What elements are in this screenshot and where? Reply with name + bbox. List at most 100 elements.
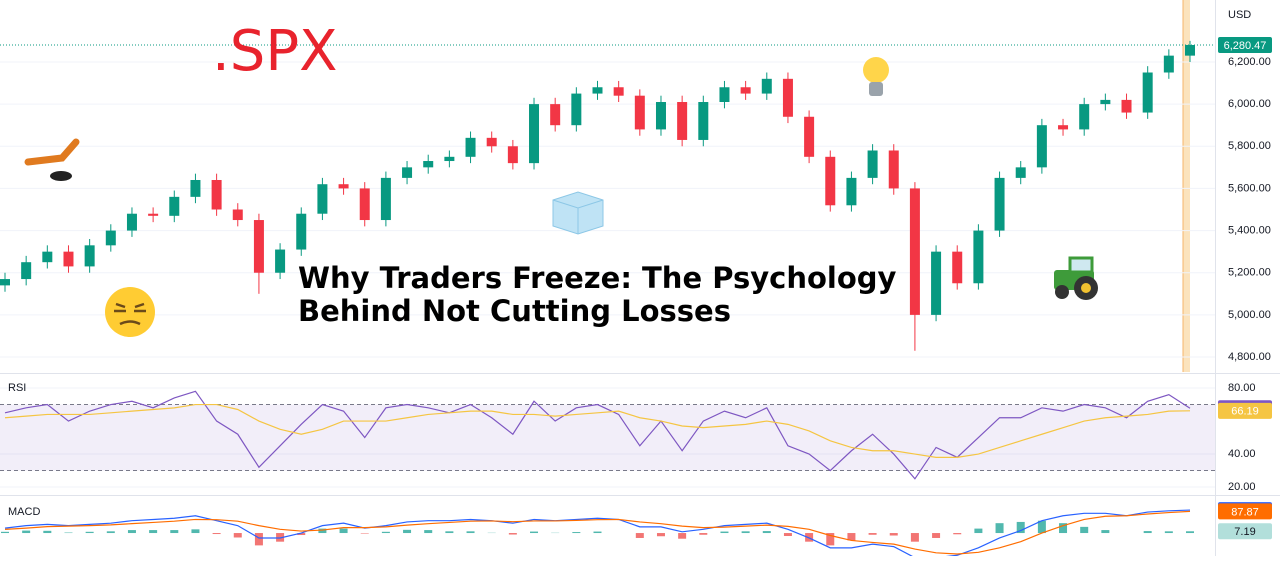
candle-body	[85, 245, 95, 266]
bulb-icon	[863, 57, 889, 96]
y-tick-label: 6,000.00	[1228, 98, 1271, 110]
histogram-bar	[1, 532, 9, 533]
candle-body	[1016, 167, 1026, 178]
candle-body	[1058, 125, 1068, 129]
candle-body	[190, 180, 200, 197]
histogram-bar	[43, 531, 51, 533]
histogram-bar	[424, 530, 432, 533]
histogram-bar	[509, 533, 517, 534]
candle-body	[846, 178, 856, 205]
histogram-bar	[1144, 531, 1152, 533]
histogram-bar	[996, 523, 1004, 533]
hockey-icon	[28, 142, 76, 181]
histogram-bar	[170, 530, 178, 533]
histogram-bar	[149, 530, 157, 533]
candle-body	[106, 231, 116, 246]
histogram-bar	[255, 533, 263, 545]
y-tick-label: 5,600.00	[1228, 182, 1271, 194]
candle-body	[614, 87, 624, 95]
histogram-bar	[974, 529, 982, 533]
histogram-bar	[594, 532, 602, 533]
candle-body	[127, 214, 137, 231]
histogram-bar	[530, 532, 538, 533]
candle-body	[487, 138, 497, 146]
tractor-icon	[1054, 258, 1098, 300]
histogram-bar	[1101, 530, 1109, 533]
candle-body	[868, 150, 878, 177]
y-tick-label: 20.00	[1228, 481, 1256, 493]
histogram-bar	[1165, 531, 1173, 533]
y-tick-label: 5,800.00	[1228, 140, 1271, 152]
candle-body	[593, 87, 603, 93]
candle-body	[571, 94, 581, 126]
histogram-bar	[22, 531, 30, 533]
pane	[0, 391, 1215, 478]
y-tick-label: 4,800.00	[1228, 351, 1271, 363]
candle-body	[423, 161, 433, 167]
y-tick-label: 5,000.00	[1228, 309, 1271, 321]
candle-body	[21, 262, 31, 279]
candle-body	[550, 104, 560, 125]
symbol-title: .SPX	[212, 19, 337, 84]
candle-body	[1185, 45, 1195, 56]
last-value-label: 7.19	[1234, 526, 1255, 538]
histogram-bar	[720, 532, 728, 533]
candle-body	[677, 102, 687, 140]
y-tick-label: 6,200.00	[1228, 56, 1271, 68]
headline: Why Traders Freeze: The Psychology	[298, 261, 897, 295]
histogram-bar	[128, 530, 136, 533]
candle-body	[529, 104, 539, 163]
histogram-bar	[107, 531, 115, 533]
candle-body	[952, 252, 962, 284]
histogram-bar	[467, 531, 475, 533]
histogram-bar	[953, 533, 961, 534]
candle-body	[296, 214, 306, 250]
candle-body	[719, 87, 729, 102]
candle-body	[508, 146, 518, 163]
histogram-bar	[445, 531, 453, 533]
candle-body	[360, 188, 370, 220]
histogram-bar	[890, 533, 898, 535]
histogram-bar	[657, 533, 665, 536]
histogram-bar	[678, 533, 686, 539]
candle-body	[1079, 104, 1089, 129]
candle-body	[1037, 125, 1047, 167]
ice-icon	[553, 192, 603, 234]
candle-body	[1122, 100, 1132, 113]
candle-body	[254, 220, 264, 273]
candle-body	[889, 150, 899, 188]
y-tick-label: 5,400.00	[1228, 224, 1271, 236]
histogram-bar	[699, 533, 707, 535]
candle-body	[42, 252, 52, 263]
histogram-bar	[869, 533, 877, 535]
y-tick-label: 5,200.00	[1228, 267, 1271, 279]
candle-body	[169, 197, 179, 216]
candle-body	[466, 138, 476, 157]
last-value-label: 87.87	[1231, 506, 1259, 518]
histogram-bar	[86, 532, 94, 533]
candle-body	[656, 102, 666, 129]
candle-body	[63, 252, 73, 267]
histogram-bar	[784, 533, 792, 536]
face-icon	[105, 287, 155, 337]
candle-body	[910, 188, 920, 314]
candle-body	[804, 117, 814, 157]
candle-body	[741, 87, 751, 93]
histogram-bar	[403, 530, 411, 533]
candle-body	[698, 102, 708, 140]
candle-body	[317, 184, 327, 214]
histogram-bar	[1186, 531, 1194, 533]
current-day-highlight	[1183, 0, 1190, 372]
pane-title: MACD	[8, 506, 40, 518]
candle-body	[339, 184, 349, 188]
candle-body	[762, 79, 772, 94]
histogram-bar	[382, 532, 390, 533]
candle-body	[402, 167, 412, 178]
last-price-label: 6,280.47	[1224, 40, 1267, 52]
histogram-bar	[636, 533, 644, 538]
y-tick-label: 40.00	[1228, 448, 1256, 460]
candle-body	[275, 250, 285, 273]
candle-body	[783, 79, 793, 117]
candle-body	[1143, 73, 1153, 113]
